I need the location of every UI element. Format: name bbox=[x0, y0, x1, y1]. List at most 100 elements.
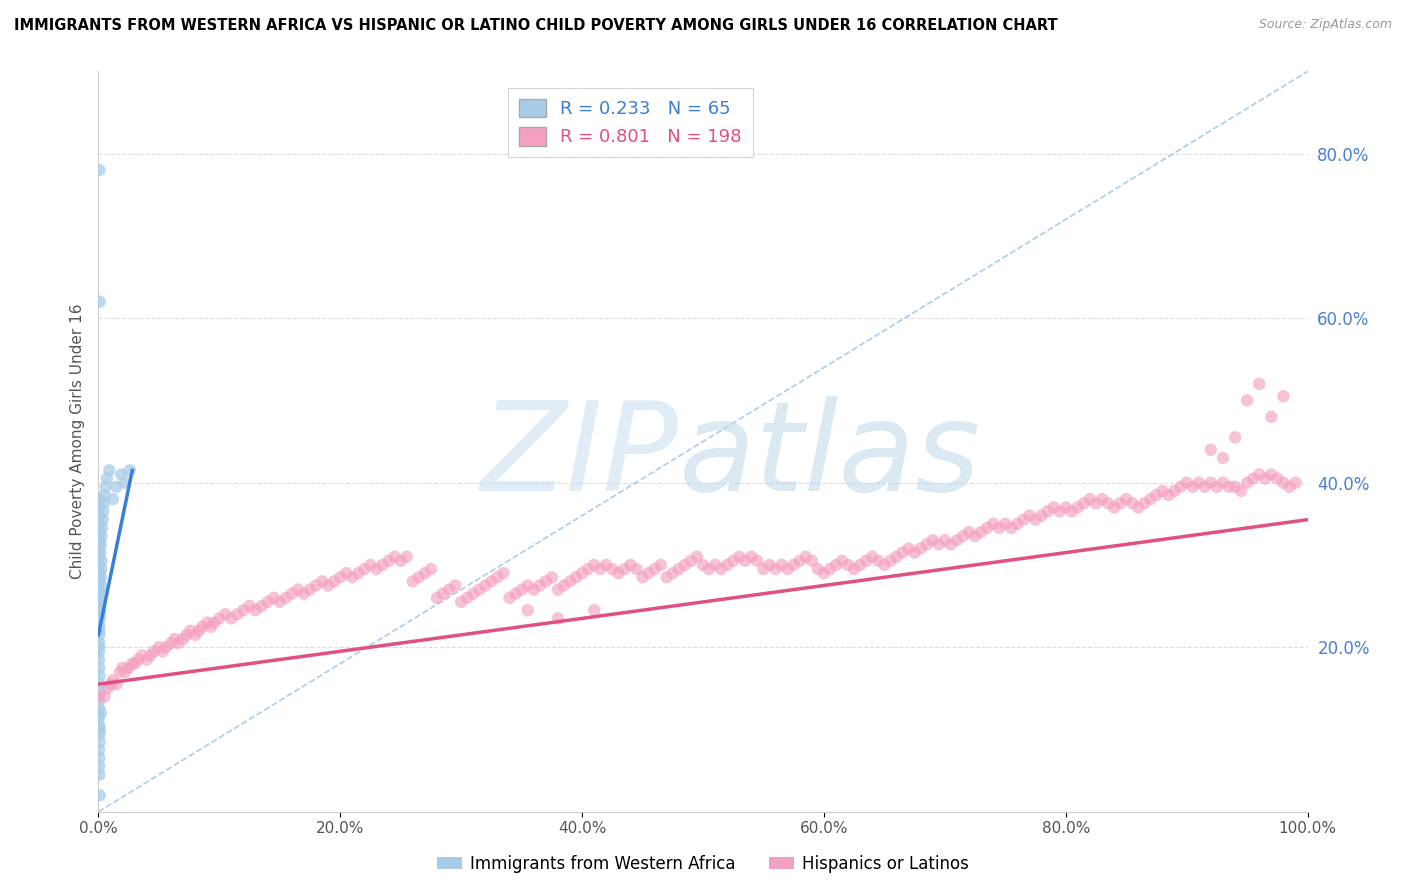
Point bbox=[184, 628, 207, 642]
Point bbox=[886, 549, 908, 564]
Point bbox=[1139, 492, 1161, 507]
Point bbox=[127, 652, 149, 666]
Point bbox=[360, 558, 382, 572]
Point bbox=[89, 751, 111, 765]
Point bbox=[139, 648, 162, 663]
Point bbox=[747, 554, 769, 568]
Point bbox=[105, 480, 128, 494]
Point bbox=[1036, 504, 1059, 518]
Point bbox=[492, 566, 515, 581]
Point bbox=[87, 624, 110, 638]
Point bbox=[89, 726, 111, 740]
Point bbox=[921, 533, 943, 548]
Point bbox=[89, 533, 111, 548]
Point bbox=[187, 624, 209, 638]
Point bbox=[163, 632, 186, 646]
Point bbox=[1249, 376, 1271, 391]
Point bbox=[619, 558, 641, 572]
Point bbox=[91, 521, 114, 535]
Point bbox=[89, 661, 111, 675]
Point bbox=[1223, 480, 1246, 494]
Point bbox=[734, 554, 756, 568]
Point bbox=[335, 566, 357, 581]
Point bbox=[89, 619, 111, 633]
Point bbox=[89, 607, 111, 622]
Point bbox=[765, 562, 787, 576]
Point bbox=[191, 619, 214, 633]
Point bbox=[576, 562, 599, 576]
Point bbox=[704, 558, 727, 572]
Point bbox=[463, 587, 485, 601]
Point bbox=[89, 516, 111, 531]
Text: Source: ZipAtlas.com: Source: ZipAtlas.com bbox=[1258, 18, 1392, 31]
Point bbox=[329, 570, 352, 584]
Point bbox=[408, 570, 430, 584]
Point bbox=[565, 570, 588, 584]
Point bbox=[831, 554, 853, 568]
Point bbox=[311, 574, 333, 589]
Point bbox=[1152, 483, 1174, 498]
Point bbox=[965, 529, 987, 543]
Point bbox=[91, 513, 114, 527]
Point bbox=[89, 163, 111, 178]
Point bbox=[420, 562, 443, 576]
Point bbox=[529, 578, 551, 592]
Point bbox=[89, 723, 111, 737]
Point bbox=[952, 529, 974, 543]
Point bbox=[93, 496, 115, 510]
Point bbox=[101, 492, 124, 507]
Point bbox=[994, 516, 1017, 531]
Point bbox=[589, 562, 612, 576]
Point bbox=[89, 702, 111, 716]
Point bbox=[679, 554, 702, 568]
Point bbox=[1067, 500, 1090, 515]
Point bbox=[1073, 496, 1095, 510]
Point bbox=[1078, 492, 1101, 507]
Point bbox=[89, 611, 111, 625]
Point bbox=[1049, 504, 1071, 518]
Point bbox=[468, 582, 491, 597]
Point bbox=[1042, 500, 1064, 515]
Point bbox=[87, 743, 110, 757]
Point bbox=[89, 599, 111, 613]
Point bbox=[176, 628, 198, 642]
Point bbox=[1206, 480, 1229, 494]
Point bbox=[516, 603, 538, 617]
Point bbox=[1267, 471, 1289, 485]
Point bbox=[644, 562, 666, 576]
Point bbox=[1060, 504, 1083, 518]
Point bbox=[98, 463, 121, 477]
Point bbox=[93, 690, 115, 704]
Point bbox=[121, 657, 143, 671]
Point bbox=[957, 524, 980, 539]
Point bbox=[377, 554, 399, 568]
Point bbox=[371, 558, 394, 572]
Point bbox=[1199, 442, 1222, 457]
Point bbox=[655, 570, 678, 584]
Y-axis label: Child Poverty Among Girls Under 16: Child Poverty Among Girls Under 16 bbox=[69, 304, 84, 579]
Point bbox=[613, 562, 636, 576]
Point bbox=[89, 595, 111, 609]
Point bbox=[167, 636, 190, 650]
Point bbox=[89, 492, 111, 507]
Point bbox=[292, 587, 315, 601]
Point bbox=[637, 566, 659, 581]
Point bbox=[323, 574, 346, 589]
Point bbox=[928, 537, 950, 551]
Point bbox=[89, 500, 111, 515]
Point bbox=[114, 475, 136, 490]
Point bbox=[860, 549, 883, 564]
Point bbox=[108, 665, 131, 679]
Point bbox=[89, 685, 111, 699]
Point bbox=[498, 591, 520, 605]
Point bbox=[305, 578, 328, 592]
Point bbox=[89, 628, 111, 642]
Point bbox=[93, 488, 115, 502]
Point bbox=[1260, 409, 1282, 424]
Point bbox=[915, 537, 938, 551]
Point bbox=[1012, 513, 1035, 527]
Point bbox=[245, 603, 267, 617]
Point bbox=[1031, 508, 1053, 523]
Point bbox=[1018, 508, 1040, 523]
Legend: R = 0.233   N = 65, R = 0.801   N = 198: R = 0.233 N = 65, R = 0.801 N = 198 bbox=[508, 87, 752, 157]
